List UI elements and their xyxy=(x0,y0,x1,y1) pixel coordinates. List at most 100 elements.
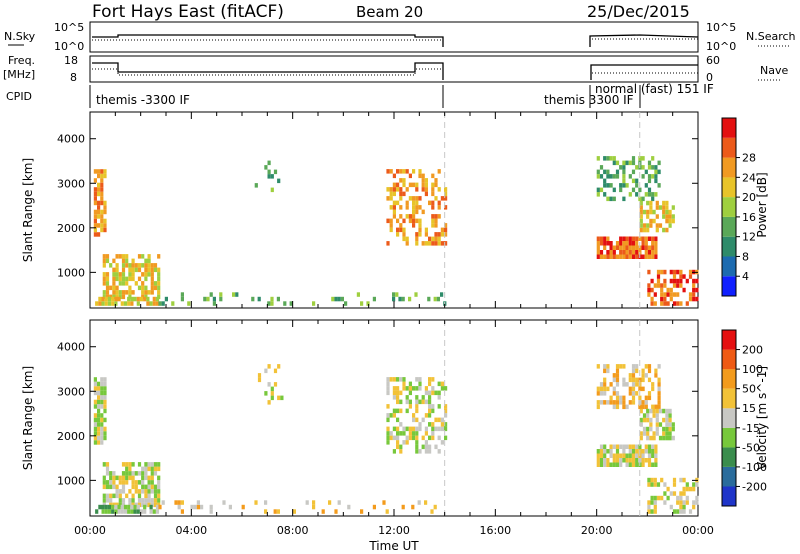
velocity-cell xyxy=(649,426,653,432)
power-cell xyxy=(655,223,659,228)
velocity-cell xyxy=(109,484,113,490)
power-cell xyxy=(107,296,112,302)
velocity-cell xyxy=(97,413,101,418)
velocity-cell xyxy=(628,377,632,383)
velocity-cell xyxy=(638,395,642,401)
velocity-cell xyxy=(651,444,655,449)
velocity-cell xyxy=(141,480,145,485)
velocity-cell xyxy=(646,431,650,436)
power-cell xyxy=(392,182,396,188)
velocity-cell xyxy=(679,495,683,501)
velocity-cell xyxy=(328,500,332,505)
power-cell xyxy=(635,165,639,170)
power-cell xyxy=(609,174,613,179)
velocity-cell xyxy=(120,509,124,514)
power-cell xyxy=(631,160,636,166)
power-cell xyxy=(654,254,658,259)
power-cell xyxy=(685,278,689,284)
power-cell xyxy=(337,296,341,302)
velocity-cell xyxy=(121,475,126,481)
velocity-region xyxy=(596,364,661,410)
velocity-cell xyxy=(109,498,113,503)
velocity-cell xyxy=(102,462,106,467)
noise-left-tick-top: 10^5 xyxy=(54,21,84,34)
velocity-cell xyxy=(257,377,262,383)
velocity-region xyxy=(596,444,658,467)
power-cell xyxy=(399,214,403,219)
velocity-cell xyxy=(650,509,654,514)
power-cell xyxy=(97,200,101,206)
velocity-cell xyxy=(596,391,600,396)
power-cell xyxy=(100,182,104,188)
power-cell xyxy=(437,214,441,219)
velocity-cell xyxy=(103,435,107,441)
velocity-cell xyxy=(679,504,683,510)
power-cell xyxy=(635,183,639,188)
power-cell xyxy=(662,205,666,210)
power-cell xyxy=(399,191,403,197)
velocity-cell xyxy=(121,462,126,467)
power-cell xyxy=(152,301,156,306)
velocity-cell xyxy=(100,431,104,436)
x-tick-label: 16:00 xyxy=(479,524,511,537)
power-cell xyxy=(679,283,683,288)
velocity-cell xyxy=(652,413,656,418)
velocity-cell xyxy=(153,484,158,490)
velocity-cell xyxy=(408,435,412,441)
power-cell xyxy=(267,160,271,166)
cpid-row: CPID themis -3300 IF themis 3300 IF norm… xyxy=(6,82,714,108)
power-cell xyxy=(147,258,151,264)
velocity-cell xyxy=(440,386,444,391)
velocity-cell xyxy=(635,453,639,458)
velocity-cell xyxy=(615,377,620,383)
velocity-cell xyxy=(267,364,271,369)
velocity-cell xyxy=(386,386,390,391)
velocity-cell xyxy=(647,458,652,463)
power-cell xyxy=(97,232,101,237)
velocity-cell xyxy=(606,386,610,392)
power-cell xyxy=(93,178,97,183)
velocity-cell xyxy=(105,480,110,485)
velocity-cell xyxy=(412,426,416,432)
power-cell xyxy=(676,283,680,288)
power-cell xyxy=(131,267,135,273)
velocity-cell xyxy=(599,449,604,454)
power-cell xyxy=(405,205,409,210)
power-cell xyxy=(622,160,626,166)
velocity-cell xyxy=(663,482,667,487)
power-cell xyxy=(267,301,271,306)
power-cell xyxy=(144,285,148,291)
power-cell xyxy=(444,205,448,210)
power-cell xyxy=(596,156,600,161)
power-cell xyxy=(402,191,406,197)
velocity-cell xyxy=(676,495,680,501)
power-cell xyxy=(396,218,400,224)
power-cell xyxy=(646,214,650,219)
velocity-cell xyxy=(107,509,112,514)
power-cell xyxy=(676,269,680,275)
velocity-cell xyxy=(128,489,132,494)
power-cell xyxy=(656,269,661,275)
velocity-cell xyxy=(399,444,403,450)
power-cell xyxy=(139,296,144,302)
power-cell xyxy=(399,169,403,174)
power-cell xyxy=(421,178,425,183)
velocity-cell xyxy=(103,390,107,396)
velocity-cell xyxy=(101,504,105,510)
velocity-cell xyxy=(125,480,129,485)
power-cell xyxy=(112,281,116,286)
power-cell xyxy=(402,178,406,183)
power-cell xyxy=(642,227,647,233)
velocity-cell xyxy=(655,417,659,423)
velocity-cell xyxy=(399,449,403,454)
velocity-cell xyxy=(386,381,390,387)
power-cell xyxy=(121,294,126,300)
velocity-cell xyxy=(649,408,653,414)
power-cell xyxy=(434,223,438,228)
power-cell xyxy=(428,241,432,246)
power-cell xyxy=(434,236,438,242)
power-cell xyxy=(654,192,658,197)
power-cell xyxy=(141,281,145,286)
velocity-cell xyxy=(612,462,616,467)
velocity-cell xyxy=(437,426,441,432)
